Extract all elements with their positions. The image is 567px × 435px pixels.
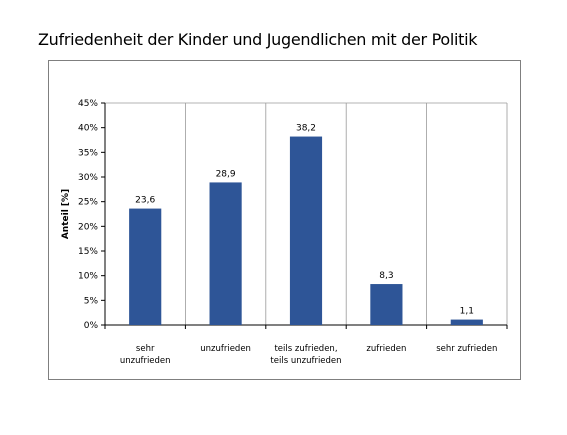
chart-frame: 0% 5% 10% 15% 20% 25% 30% 35% 40% 45% Anteil [%] 23… <box>48 60 521 380</box>
y-tick-label: 10% <box>78 272 98 282</box>
bar <box>209 182 242 325</box>
y-tick-label: 40% <box>78 124 98 134</box>
category-label: zufrieden <box>366 344 406 354</box>
data-label: 38,2 <box>296 124 316 134</box>
y-tick-label: 0% <box>84 321 99 331</box>
category-label: teils unzufrieden <box>270 356 341 366</box>
y-tick-label: 15% <box>78 247 98 257</box>
category-label: unzufrieden <box>200 344 251 354</box>
category-label: sehr <box>136 344 155 354</box>
y-tick-label: 35% <box>78 148 98 158</box>
chart-title: Zufriedenheit der Kinder und Jugendliche… <box>38 30 478 49</box>
data-label: 1,1 <box>460 307 474 317</box>
category-label: sehr zufrieden <box>436 344 497 354</box>
y-axis-label: Anteil [%] <box>61 189 71 239</box>
y-tick-label: 20% <box>78 222 98 232</box>
y-tick-label: 30% <box>78 173 98 183</box>
y-tick-label: 5% <box>84 296 99 306</box>
y-tick-label: 25% <box>78 198 98 208</box>
bar-chart: 0% 5% 10% 15% 20% 25% 30% 35% 40% 45% Anteil [%] 23… <box>61 99 508 366</box>
category-label: unzufrieden <box>120 356 171 366</box>
y-tick-label: 45% <box>78 99 98 109</box>
category-label: teils zufrieden, <box>274 344 337 354</box>
bar <box>370 284 403 325</box>
data-label: 23,6 <box>135 196 155 206</box>
bar <box>289 136 323 325</box>
data-label: 8,3 <box>379 271 393 281</box>
bar <box>129 208 162 325</box>
bar <box>450 319 483 325</box>
data-label: 28,9 <box>216 169 236 179</box>
